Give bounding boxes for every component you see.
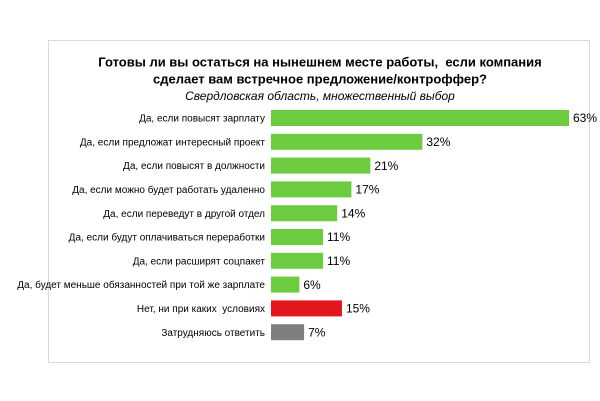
value-label: 7% xyxy=(308,325,326,339)
category-label: Да, будет меньше обязанностей при той же… xyxy=(17,279,265,291)
bar xyxy=(271,252,324,269)
category-label: Да, если будут оплачиваться переработки xyxy=(69,232,265,244)
category-label: Да, если расширят соцпакет xyxy=(133,256,266,267)
category-label: Затрудняюсь ответить xyxy=(161,328,265,339)
category-label: Нет, ни при каких условиях xyxy=(137,304,265,315)
chart-title: Готовы ли вы остаться на нынешнем месте … xyxy=(98,54,541,69)
value-label: 32% xyxy=(426,135,450,149)
bar xyxy=(271,133,423,150)
bar xyxy=(271,205,338,222)
bar xyxy=(271,300,342,317)
bar xyxy=(271,110,569,126)
value-label: 11% xyxy=(327,254,350,268)
bar xyxy=(271,181,352,198)
value-label: 14% xyxy=(341,206,365,220)
category-label: Да, если предложат интересный проект xyxy=(80,137,266,148)
bar xyxy=(271,324,305,341)
bar xyxy=(271,157,371,174)
value-label: 17% xyxy=(355,183,379,197)
bar xyxy=(271,229,324,245)
category-label: Да, если можно будет работать удаленно xyxy=(72,184,265,196)
value-label: 21% xyxy=(374,159,398,173)
category-label: Да, если переведут в другой отдел xyxy=(103,209,265,220)
value-label: 63% xyxy=(573,111,597,125)
value-label: 6% xyxy=(303,278,321,292)
category-label: Да, если повысят зарплату xyxy=(139,114,265,125)
chart-title: сделает вам встречное предложение/контро… xyxy=(153,71,487,86)
category-label: Да, если повысят в должности xyxy=(123,161,265,172)
value-label: 15% xyxy=(346,302,370,316)
value-label: 11% xyxy=(327,230,350,244)
bar xyxy=(271,276,300,293)
chart-subtitle: Свердловская область, множественный выбо… xyxy=(185,89,455,103)
